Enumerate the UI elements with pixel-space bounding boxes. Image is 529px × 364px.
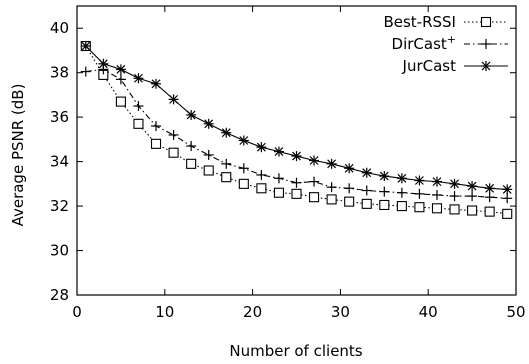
jurcast-point [151,78,162,89]
dircast-point [273,173,284,184]
jurcast-point [344,163,355,174]
dircast-point [344,183,355,194]
jurcast-point [361,167,372,178]
jurcast-point [502,184,513,195]
jurcast-point [449,178,460,189]
legend-dircast-superscript: + [447,33,456,46]
best-rssi-point [502,208,513,219]
jurcast-point [80,41,91,52]
dircast-point [151,121,162,132]
dircast-point [396,187,407,198]
dircast-point [256,169,267,180]
best-rssi-point [238,178,249,189]
dircast-point [379,186,390,197]
dircast-point [133,101,144,112]
jurcast-point [186,109,197,120]
best-rssi-point [133,118,144,129]
x-tick-label: 40 [419,303,438,321]
dircast-point [361,185,372,196]
dircast-point [186,141,197,152]
plot-frame [76,5,517,296]
jurcast-point [273,146,284,157]
jurcast-point [484,183,495,194]
best-rssi-point [361,198,372,209]
dircast-point [449,191,460,202]
dircast-point [238,163,249,174]
dircast-point [502,193,513,204]
best-rssi-point [326,194,337,205]
jurcast-point [309,155,320,166]
jurcast-point [326,158,337,169]
legend-dircast-label: DirCast+ [392,33,456,53]
legend-jurcast-marker [481,61,491,71]
jurcast-point [291,151,302,162]
jurcast-point [431,176,442,187]
best-rssi-point [256,183,267,194]
legend-best-rssi-label: Best-RSSI [383,13,456,31]
y-tick-label: 30 [50,242,69,260]
x-axis-label: Number of clients [229,342,362,360]
jurcast-point [256,142,267,153]
best-rssi-point [150,138,162,149]
best-rssi-point [344,196,355,207]
dircast-point [291,177,302,188]
jurcast-point [98,58,109,69]
dircast-point [484,192,495,203]
jurcast-point [203,118,214,129]
y-axis-label: Average PSNR (dB) [9,84,27,227]
legend-best-rssi-marker [480,16,492,28]
best-rssi-point [203,165,214,176]
best-rssi-point [168,147,179,158]
x-tick-label: 10 [155,303,174,321]
dircast-point [326,182,337,193]
jurcast-point [467,181,478,192]
x-tick-label: 20 [243,303,262,321]
jurcast-point [396,173,407,184]
x-tick-label: 0 [72,303,82,321]
y-tick-label: 32 [50,197,69,215]
jurcast-point [221,127,232,138]
dircast-point [203,149,214,160]
best-rssi-point [115,96,126,107]
best-rssi-point [291,188,302,199]
jurcast-point [115,64,126,75]
jurcast-point [168,94,179,105]
best-rssi-point [467,205,478,216]
best-rssi-point [273,187,284,198]
axes: 0 10 20 30 40 50 28 30 32 34 36 38 40 [50,5,526,321]
dircast-point [168,129,179,140]
best-rssi-point [484,206,495,217]
best-rssi-point [396,201,407,212]
y-tick-label: 40 [50,19,69,37]
dircast-point [414,188,425,199]
y-tick-label: 28 [50,286,69,304]
x-tick-label: 30 [331,303,350,321]
best-rssi-point [431,203,443,214]
jurcast-point [379,171,390,182]
dircast-point [309,176,320,187]
jurcast-point [414,175,425,186]
best-rssi-point [221,172,232,183]
best-rssi-point [379,199,390,211]
legend-dircast-marker [481,39,491,49]
x-tick-label: 50 [506,303,525,321]
dircast-point [467,191,478,202]
dircast-point [221,158,232,169]
best-rssi-point [449,204,460,215]
legend: Best-RSSI DirCast+ JurCast [383,13,508,75]
best-rssi-point [414,202,425,213]
dircast-point [115,74,126,85]
dircast-point [80,66,91,77]
jurcast-point [238,135,249,146]
plot-area [80,40,513,219]
dircast-point [431,189,442,200]
legend-jurcast-label: JurCast [402,57,457,75]
y-tick-label: 36 [50,108,69,126]
jurcast-point [133,73,144,84]
best-rssi-point [186,158,197,169]
y-tick-label: 38 [50,64,69,82]
best-rssi-point [309,192,320,203]
y-tick-label: 34 [50,153,69,171]
